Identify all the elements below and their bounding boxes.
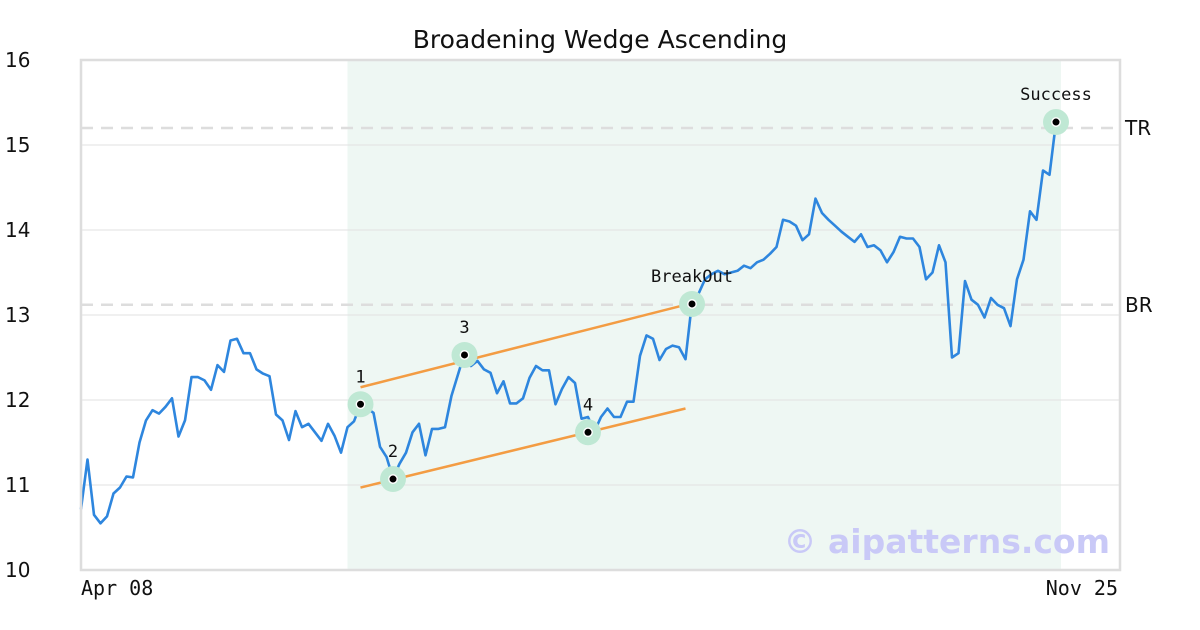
y-tick-label-10: 10 — [5, 558, 30, 582]
marker-dot-breakout — [687, 299, 697, 309]
annotation-label-breakout: BreakOut — [651, 267, 733, 287]
y-tick-label-16: 16 — [5, 48, 30, 72]
reference-lines-layer: TR BR — [81, 116, 1153, 317]
chart-title: Broadening Wedge Ascending — [413, 25, 788, 54]
annotation-label-2: 2 — [388, 442, 398, 462]
plot-frame — [79, 58, 1122, 572]
y-tick-label-13: 13 — [5, 303, 30, 327]
annotation-label-success: Success — [1020, 85, 1092, 105]
price-line — [79, 120, 1058, 525]
watermark-text: © aipatterns.com — [784, 522, 1110, 561]
marker-dot-success — [1051, 117, 1061, 127]
marker-dot-1 — [355, 399, 366, 410]
gridlines-layer — [81, 144, 1120, 486]
upper-trendline — [360, 303, 686, 389]
annotation-label-1: 1 — [355, 367, 365, 387]
watermark-layer: © aipatterns.com — [784, 522, 1110, 561]
reference-label-br: BR — [1125, 293, 1153, 317]
marker-dot-4 — [583, 427, 593, 438]
reference-label-tr: TR — [1124, 116, 1151, 140]
marker-dot-2 — [388, 474, 398, 484]
y-tick-label-15: 15 — [5, 133, 30, 157]
annotation-label-4: 4 — [583, 395, 593, 415]
y-tick-label-14: 14 — [5, 218, 30, 242]
marker-dot-3 — [459, 350, 470, 360]
lower-trendline — [360, 407, 686, 489]
series-layer — [79, 120, 1058, 525]
y-tick-label-11: 11 — [5, 473, 30, 497]
annotation-label-3: 3 — [459, 318, 469, 338]
trendlines-layer — [360, 303, 686, 489]
y-tick-label-12: 12 — [5, 388, 30, 412]
x-tick-label-end: Nov 25 — [1046, 576, 1118, 600]
markers-layer: 1 2 3 4 BreakOut Success — [347, 85, 1092, 493]
x-tick-label-start: Apr 08 — [81, 576, 153, 600]
